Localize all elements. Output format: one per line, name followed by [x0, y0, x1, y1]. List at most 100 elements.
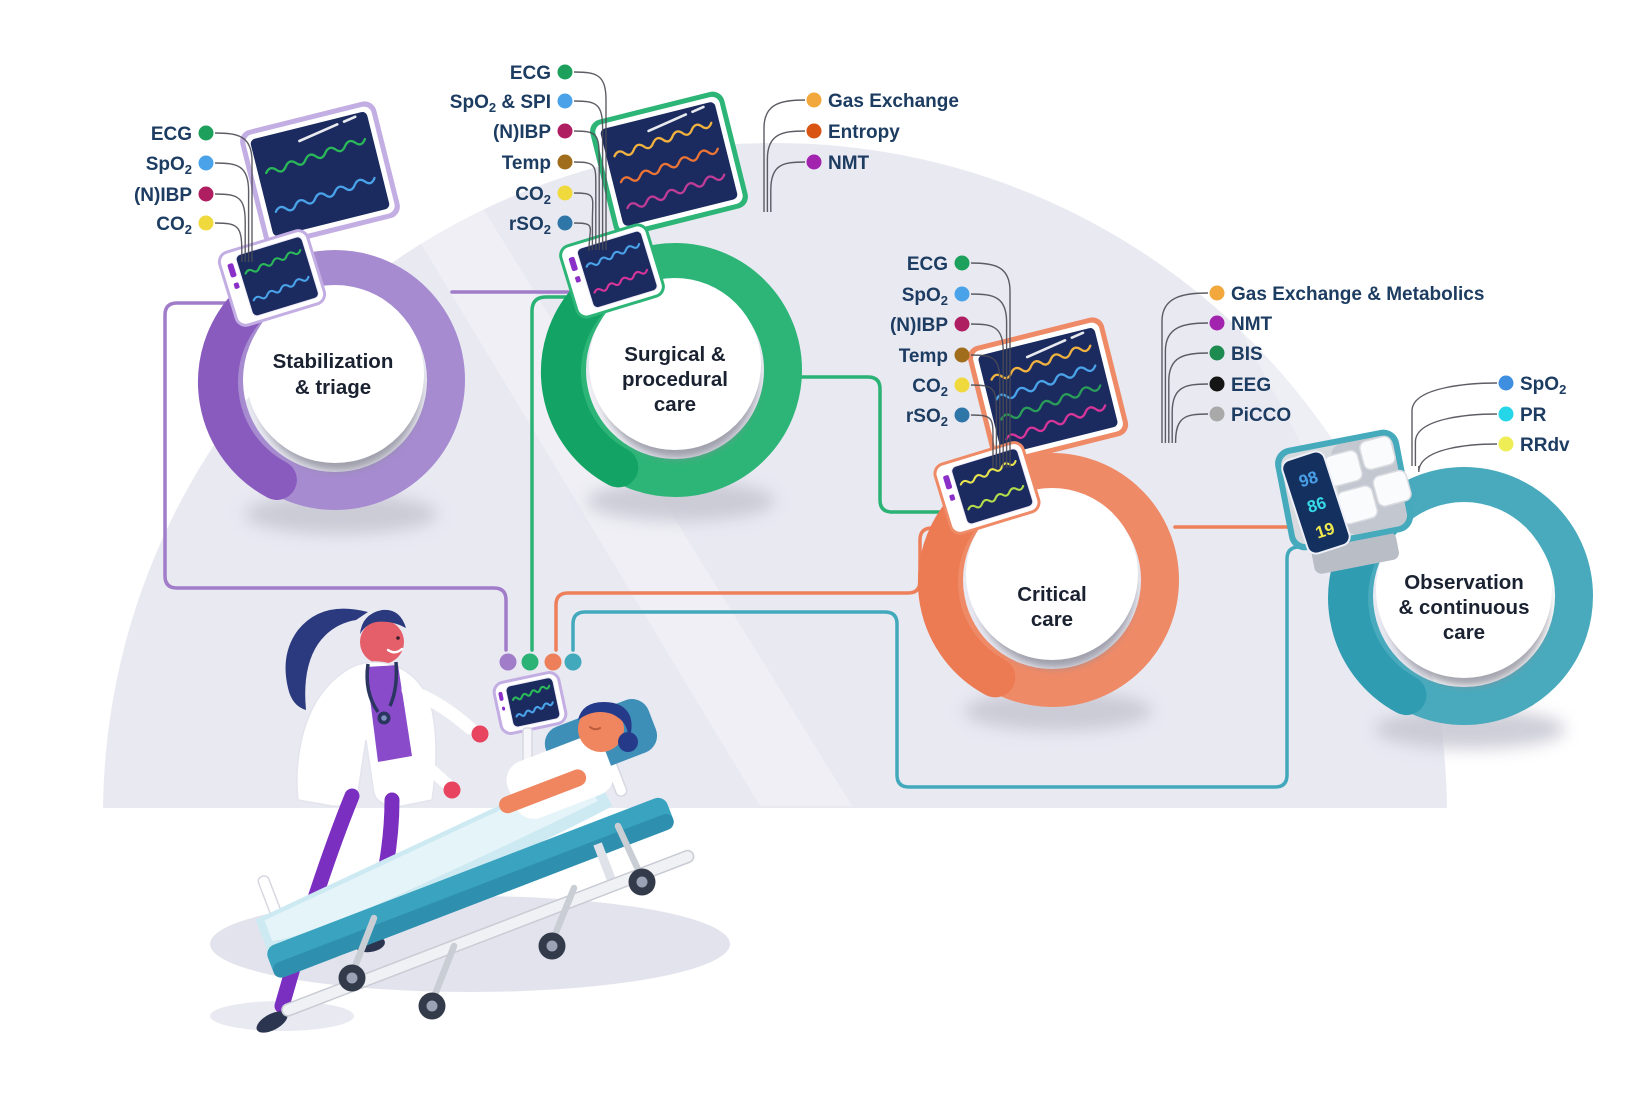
waveform-icon — [244, 249, 302, 275]
labels-layer: ECG SpO2 (N)IBP CO2 ECG SpO2 & SPI (N)IBP Temp C… — [134, 63, 1570, 473]
waveform-icon — [274, 176, 376, 213]
wheel-leg — [428, 942, 458, 1006]
gurney-chassis — [281, 849, 695, 1017]
stage-title: Surgical & procedural care — [622, 343, 728, 416]
sensor-label: PiCCO — [1231, 405, 1291, 426]
stage-ring-accent — [198, 287, 297, 500]
surgical-transport-monitor-icon — [559, 223, 665, 319]
gurney-post — [593, 842, 617, 883]
sensor-label: (N)IBP — [493, 122, 551, 143]
sensor-dot-icon — [198, 155, 214, 171]
stages-layer: Stabilization & triage Surgical & procedur… — [198, 243, 1593, 749]
sensor-label: Temp — [502, 153, 551, 174]
stage-title: Observation & continuous care — [1399, 571, 1530, 644]
sensor-wire — [970, 293, 1008, 468]
stage-title: Stabilization & triage — [273, 350, 394, 399]
sensor-dot-icon — [557, 123, 573, 139]
sensor-label: Gas Exchange & Metabolics — [1231, 284, 1484, 305]
monitor-button — [227, 263, 237, 278]
sensor-wire — [573, 222, 592, 252]
clinician-eye — [396, 636, 400, 640]
clinician-hand — [471, 725, 489, 743]
connectors-layer — [163, 290, 1344, 789]
stage-critical-care: Critical care — [917, 453, 1179, 731]
stabilization-patient-monitor-icon — [240, 101, 400, 247]
monitors-layer — [217, 91, 1129, 735]
sensor-dot-icon — [806, 123, 822, 139]
sensor-dot-icon — [1209, 285, 1225, 301]
wearable-pad — [1372, 469, 1412, 507]
sensor-label: Gas Exchange — [828, 91, 959, 112]
sensor-dot-icon — [1209, 315, 1225, 331]
screen-reflection — [1070, 331, 1085, 339]
sensor-wire — [1174, 413, 1209, 443]
sensor-label: BIS — [1231, 344, 1263, 365]
sensor-wire — [1164, 322, 1209, 443]
sensor-wire — [214, 132, 253, 262]
sensor-dot-icon — [1209, 345, 1225, 361]
sensor-dot-icon — [1209, 406, 1225, 422]
sensor-label: RRdv — [1520, 435, 1570, 456]
screen-reflection — [647, 113, 688, 133]
ring-shadow — [1374, 709, 1566, 749]
sensor-wire — [573, 100, 604, 250]
patient-head — [578, 706, 624, 752]
ring-shadow — [587, 481, 775, 521]
sensor-label: ECG — [510, 63, 551, 84]
sensor-label: NMT — [828, 153, 870, 174]
wearable-pad — [1359, 435, 1396, 471]
sensor-dot-icon — [1209, 376, 1225, 392]
gurney-mattress-edge — [273, 814, 674, 978]
sensor-label: SpO2 — [146, 154, 192, 177]
clinician-hand — [443, 781, 461, 799]
monitor-button — [501, 706, 506, 711]
waveform-icon — [619, 147, 719, 184]
sensor-wire — [573, 71, 607, 250]
stethoscope-icon — [365, 663, 380, 714]
waveform-icon — [1005, 404, 1107, 441]
sensor-dot-icon — [954, 347, 970, 363]
wheel-leg — [348, 914, 378, 978]
stage-surgical-procedural-care: Surgical & procedural care — [540, 243, 802, 521]
bedside-junction-dot — [499, 653, 517, 671]
screen-reflection — [1025, 339, 1067, 359]
gurney-blanket-highlight — [264, 780, 598, 941]
stethoscope-chestpiece — [381, 715, 387, 721]
clinician-hair — [285, 608, 368, 710]
stage-inner-circle — [246, 285, 424, 463]
waveform-icon — [511, 684, 551, 702]
patient-arm — [499, 769, 587, 814]
wearable-readout-value: 98 — [1296, 467, 1320, 491]
sensor-dot-icon — [806, 92, 822, 108]
sensor-dot-icon — [954, 255, 970, 271]
connector-observation-to-bedside — [571, 545, 1344, 789]
patient-hair — [578, 702, 632, 742]
wearable-screen-glass — [1281, 450, 1351, 555]
sensor-dot-icon — [954, 377, 970, 393]
stage-title: Critical care — [1017, 583, 1087, 631]
bedside-junction-dot — [544, 653, 562, 671]
wheel-icon — [538, 932, 566, 960]
bedside-monitor-icon — [492, 671, 568, 735]
sensor-wire — [573, 130, 600, 250]
waveform-icon — [585, 242, 641, 268]
sensor-wire — [1411, 382, 1498, 466]
clinician-smile — [386, 647, 404, 654]
sensor-label: rSO2 — [906, 406, 948, 429]
sensor-label: rSO2 — [509, 214, 551, 237]
connector-surgical-to-bedside — [530, 295, 594, 652]
clinician-arm — [401, 683, 477, 735]
clinician-hair-top — [360, 609, 406, 634]
waveform-icon — [515, 701, 554, 718]
monitor-button — [233, 282, 240, 289]
sensor-dot-icon — [557, 93, 573, 109]
sensor-wire — [770, 161, 806, 212]
wheel-icon — [628, 868, 656, 896]
wearable-readout-value: 19 — [1313, 519, 1337, 543]
sensor-label: (N)IBP — [134, 185, 192, 206]
sensor-dot-icon — [198, 215, 214, 231]
sensor-wire — [1168, 352, 1209, 443]
